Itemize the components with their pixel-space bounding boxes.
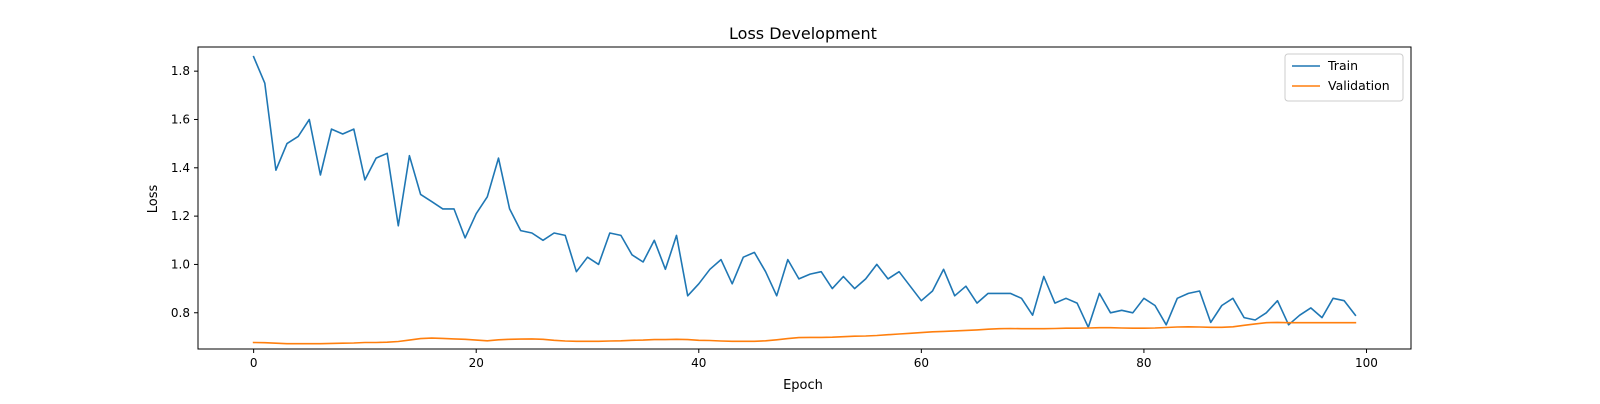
series-line-train [252,55,1357,329]
x-tick-label: 100 [1355,356,1378,370]
y-tick-label: 1.0 [171,257,190,271]
x-tick-label: 60 [914,356,929,370]
y-tick-label: 1.4 [171,161,190,175]
axes-frame [197,46,1412,350]
y-tick-label: 0.8 [171,306,190,320]
series-line-validation [252,321,1357,345]
chart-title: Loss Development [729,24,877,43]
x-tick-label: 20 [469,356,484,370]
legend-label-validation: Validation [1328,78,1390,93]
y-axis-label: Loss [146,185,161,214]
x-tick-label: 0 [250,356,258,370]
y-tick-label: 1.6 [171,112,190,126]
x-tick-label: 40 [691,356,706,370]
x-tick-label: 80 [1136,356,1151,370]
x-axis-label: Epoch [783,378,823,393]
y-tick-label: 1.2 [171,209,190,223]
plot-area: 0 20 40 60 80 100 0.8 1.0 1.2 1.4 1.6 1.8 Train Valid… [171,46,1412,370]
legend-label-train: Train [1327,58,1358,73]
y-tick-label: 1.8 [171,64,190,78]
